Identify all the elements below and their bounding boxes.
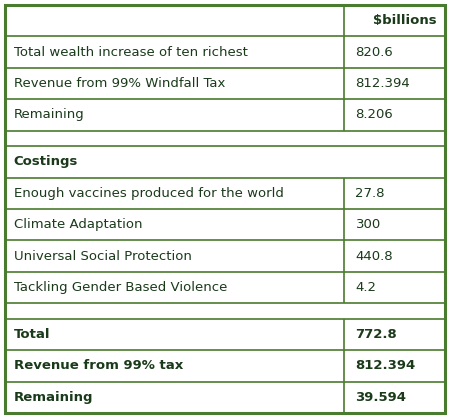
Text: 27.8: 27.8 (356, 187, 385, 200)
Text: 440.8: 440.8 (356, 250, 393, 263)
Text: 820.6: 820.6 (356, 46, 393, 59)
Text: 39.594: 39.594 (356, 391, 406, 404)
Text: Revenue from 99% Windfall Tax: Revenue from 99% Windfall Tax (14, 77, 225, 90)
Text: 300: 300 (356, 218, 381, 231)
Text: Remaining: Remaining (14, 391, 93, 404)
Text: Tackling Gender Based Violence: Tackling Gender Based Violence (14, 281, 227, 294)
Text: Revenue from 99% tax: Revenue from 99% tax (14, 359, 183, 372)
Text: 812.394: 812.394 (356, 359, 416, 372)
Text: 4.2: 4.2 (356, 281, 377, 294)
Text: Climate Adaptation: Climate Adaptation (14, 218, 142, 231)
Text: 812.394: 812.394 (356, 77, 410, 90)
Text: Costings: Costings (14, 155, 78, 168)
Text: 8.206: 8.206 (356, 108, 393, 121)
Text: Remaining: Remaining (14, 108, 84, 121)
Text: Total: Total (14, 328, 50, 341)
Text: Total wealth increase of ten richest: Total wealth increase of ten richest (14, 46, 248, 59)
Text: 772.8: 772.8 (356, 328, 397, 341)
Text: $billions: $billions (373, 14, 436, 27)
Text: Universal Social Protection: Universal Social Protection (14, 250, 191, 263)
Text: Enough vaccines produced for the world: Enough vaccines produced for the world (14, 187, 284, 200)
